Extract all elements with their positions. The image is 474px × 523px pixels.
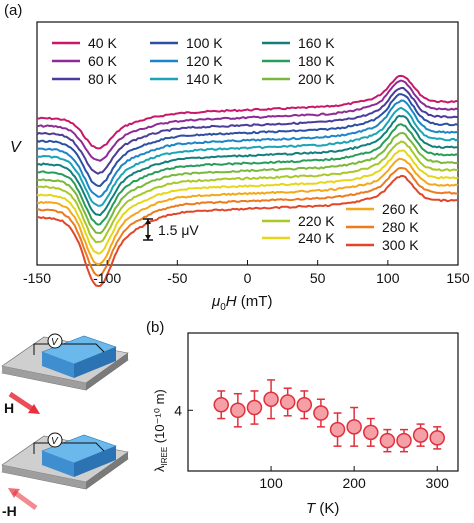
data-point — [396, 432, 412, 449]
legend-label: 180 K — [298, 53, 335, 69]
panel-a-label: (a) — [4, 2, 22, 19]
x-label-k: (K) — [315, 500, 339, 517]
panel-a-chart: -150 -100 -50 0 50 100 150 40 K 100 K 160 K 60 K 1… — [10, 21, 470, 313]
series-line-220k — [36, 140, 459, 244]
x-label-unit: (mT) — [237, 293, 273, 310]
panel-b-ticks: 100 200 300 4 — [174, 402, 449, 491]
legend-label: 120 K — [186, 53, 223, 69]
b-y-tick-label: 4 — [174, 402, 182, 418]
series-line-240k — [36, 149, 459, 255]
legend-label: 300 K — [382, 237, 419, 253]
data-point — [329, 421, 346, 438]
data-point — [213, 397, 229, 413]
series-line-100k — [36, 93, 459, 187]
legend-label: 140 K — [186, 71, 223, 87]
a-x-tick-label: -150 — [23, 270, 51, 286]
data-point — [246, 399, 263, 416]
field-pos-label: H — [4, 400, 14, 416]
series-line-60k — [36, 79, 459, 162]
legend-label: 100 K — [186, 35, 223, 51]
series-line-40k — [37, 74, 458, 150]
legend-label: 160 K — [298, 35, 335, 51]
legend-label: 80 K — [88, 71, 117, 87]
a-x-tick-label: -50 — [167, 270, 187, 286]
data-point — [363, 424, 379, 441]
y-label-sub: IREE — [160, 447, 169, 466]
field-neg-label: -H — [2, 503, 17, 519]
legend-label: 240 K — [298, 230, 335, 246]
legend-label: 280 K — [382, 219, 419, 235]
a-x-tick-label: -100 — [93, 270, 121, 286]
x-label-t: T — [306, 500, 317, 517]
series-line-140k — [36, 106, 459, 207]
data-point — [379, 432, 396, 449]
a-x-tick-label: 150 — [446, 270, 470, 286]
series-line-200k — [36, 132, 459, 235]
legend-label: 200 K — [298, 71, 335, 87]
field-arrow-neg-icon — [12, 489, 38, 511]
b-x-tick-label: 100 — [259, 475, 283, 491]
data-point — [429, 430, 445, 446]
x-label-mu: μ — [211, 293, 220, 310]
panel-b-points — [213, 379, 445, 453]
panel-a-x-ticks: -150 -100 -50 0 50 100 150 — [23, 260, 470, 286]
panel-a-y-label: V — [10, 139, 22, 156]
voltmeter-bottom-icon — [47, 432, 63, 448]
x-label-h: H — [226, 293, 237, 310]
device-top: V H — [1, 333, 129, 416]
device-bottom: V -H — [1, 432, 129, 519]
y-label-unit: (10⁻¹⁰ m) — [152, 389, 167, 447]
a-x-tick-label: 100 — [376, 270, 400, 286]
panel-a-legend: 40 K 100 K 160 K 60 K 120 K 180 K 80 K 140 K 200… — [52, 35, 419, 253]
b-x-tick-label: 200 — [342, 475, 366, 491]
series-line-260k — [36, 157, 459, 266]
legend-label: 260 K — [382, 201, 419, 217]
panel-a-x-label: μ0H (mT) — [211, 293, 272, 313]
voltmeter-top-label: V — [51, 337, 59, 348]
panel-b-y-label: λIREE (10⁻¹⁰ m) — [152, 389, 169, 472]
scale-bar: 1.5 μV — [143, 218, 199, 241]
a-x-tick-label: 0 — [244, 270, 252, 286]
data-point — [412, 427, 429, 443]
series-line-300k — [36, 174, 458, 287]
panel-b-chart: 100 200 300 4 λIREE (10⁻¹⁰ m) T (K) — [152, 332, 459, 517]
y-label-lambda: λ — [152, 465, 167, 472]
data-point — [279, 394, 296, 410]
x-label-sub: 0 — [220, 302, 226, 313]
panel-a-series-group — [36, 74, 459, 287]
field-arrow-pos-icon — [8, 391, 36, 413]
legend-label: 220 K — [298, 213, 335, 229]
series-line-180k — [37, 123, 459, 226]
data-point — [313, 405, 329, 421]
series-line-160k — [36, 114, 458, 217]
voltmeter-top-icon — [47, 333, 63, 349]
series-line-120k — [36, 99, 459, 198]
data-point — [296, 397, 313, 413]
panel-b-label: (b) — [146, 319, 164, 336]
data-point — [346, 419, 362, 435]
panel-b-x-label: T (K) — [306, 500, 339, 517]
scale-bar-label: 1.5 μV — [158, 222, 199, 238]
panel-b-frame — [187, 332, 459, 472]
schematic: V H V -H — [1, 333, 129, 519]
a-x-tick-label: 50 — [310, 270, 326, 286]
series-line-80k — [36, 86, 459, 175]
data-point — [230, 402, 246, 419]
b-x-tick-label: 300 — [426, 475, 450, 491]
legend-label: 60 K — [88, 53, 117, 69]
legend-label: 40 K — [88, 35, 117, 51]
data-point — [263, 391, 279, 407]
voltmeter-bottom-label: V — [51, 436, 59, 447]
